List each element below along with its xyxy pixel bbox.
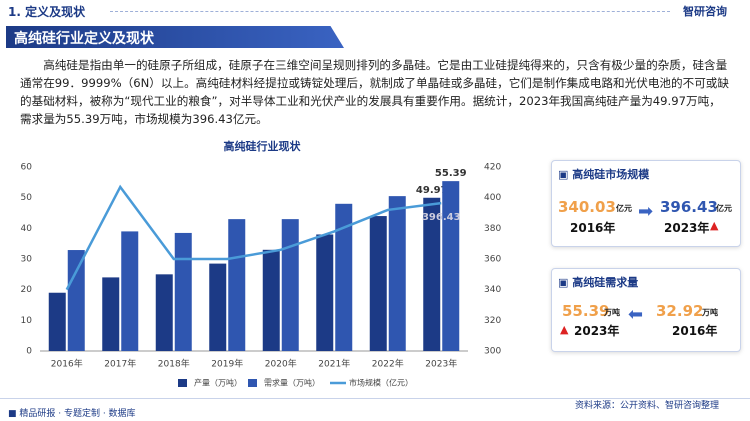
legend-label: 需求量（万吨） (264, 378, 320, 388)
footer-text: 精品研报 · 专题定制 · 数据库 (19, 409, 136, 419)
legend-swatch (178, 379, 187, 387)
bar (442, 181, 460, 351)
header-rule (110, 11, 670, 12)
page-title: 高纯硅行业定义及现状 (14, 31, 154, 47)
panel-value: 396.43 (660, 198, 718, 216)
y2-tick-label: 300 (484, 347, 501, 357)
bar (335, 203, 353, 351)
panel-year: 2016年 (570, 221, 616, 235)
legend-label: 产量（万吨） (194, 378, 242, 388)
panel-title: ▣ 高纯硅市场规模 (558, 168, 650, 181)
x-tick-label: 2023年 (425, 358, 457, 370)
y-tick-label: 40 (21, 224, 33, 234)
bar (48, 292, 66, 351)
demand-panel: ▣ 高纯硅需求量 55.39 万吨 ▲ 2023年 ⬅ 32.92 万吨 201… (551, 268, 741, 352)
y-tick-label: 60 (21, 163, 33, 173)
y-tick-label: 50 (21, 193, 33, 203)
chart-title: 高纯硅行业现状 (224, 139, 302, 153)
y2-tick-label: 340 (484, 285, 501, 295)
y2-tick-label: 400 (484, 193, 501, 203)
x-tick-label: 2021年 (318, 358, 350, 370)
bar (369, 216, 387, 351)
arrow-right: ➡ (638, 201, 654, 222)
panel-unit: 亿元 (716, 204, 732, 213)
bar (102, 277, 120, 351)
bar (155, 274, 173, 351)
y-tick-label: 30 (21, 255, 33, 265)
chart: 高纯硅行业现状 0 10 20 30 40 50 60 300 320 340 360 380 400 4… (21, 139, 502, 388)
line (65, 184, 442, 291)
section-label: 1. 定义及现状 (8, 5, 86, 19)
panel-year: 2023年 (664, 221, 710, 235)
bar (281, 219, 299, 351)
x-tick-label: 2017年 (104, 358, 136, 370)
x-tick-label: 2020年 (265, 358, 297, 370)
x-tick-label: 2016年 (51, 358, 83, 370)
logo: 智研咨询 (683, 5, 727, 18)
panel-title: ▣ 高纯硅需求量 (558, 276, 639, 289)
bar (121, 231, 139, 351)
data-label: 55.39 (435, 168, 467, 179)
data-label: 49.97 (416, 185, 448, 196)
x-tick-label: 2018年 (158, 358, 190, 370)
y-tick-label: 0 (26, 347, 32, 357)
y2-tick-label: 420 (484, 163, 501, 173)
arrow-left: ⬅ (628, 304, 644, 325)
x-tick-label: 2022年 (372, 358, 404, 370)
panel-value: 340.03 (558, 198, 616, 216)
paragraph: 高纯硅是指由单一的硅原子所组成，硅原子在三维空间呈规则排列的多晶硅。它是由工业硅… (20, 58, 729, 126)
bar (423, 197, 441, 351)
y-tick-label: 20 (21, 285, 33, 295)
bar (316, 234, 334, 351)
y2-tick-label: 360 (484, 255, 501, 265)
y-tick-label: 10 (21, 316, 33, 326)
bar (262, 249, 280, 351)
footer-rule (0, 398, 750, 399)
panel-year: 2023年 (574, 324, 620, 338)
legend-swatch (248, 379, 257, 387)
panel-unit: 万吨 (702, 308, 718, 317)
footer-left: ■ 精品研报 · 专题定制 · 数据库 (8, 409, 136, 419)
legend-label: 市场规模（亿元） (349, 378, 413, 388)
bar (174, 232, 192, 351)
x-tick-label: 2019年 (211, 358, 243, 370)
y2-tick-label: 320 (484, 316, 501, 326)
market-panel: ▣ 高纯硅市场规模 340.03 亿元 2016年 ➡ 396.43 亿元 20… (551, 160, 741, 247)
panel-unit: 万吨 (604, 308, 620, 317)
panel-title-text: 高纯硅市场规模 (572, 168, 650, 181)
y2-tick-label: 380 (484, 224, 501, 234)
source: 资料来源：公开资料、智研咨询整理 (575, 401, 720, 411)
panel-value: 55.39 (562, 302, 610, 320)
panel-unit: 亿元 (616, 204, 632, 213)
title-banner (6, 26, 344, 48)
bar (228, 219, 246, 351)
data-label: 396.43 (422, 212, 461, 223)
up-arrow: ▲ (560, 323, 569, 336)
panel-title-text: 高纯硅需求量 (572, 276, 639, 289)
panel-year: 2016年 (672, 324, 718, 338)
up-arrow: ▲ (710, 219, 719, 232)
panel-value: 32.92 (656, 302, 704, 320)
bar (209, 263, 227, 351)
bar (67, 250, 85, 351)
bar (388, 196, 406, 351)
